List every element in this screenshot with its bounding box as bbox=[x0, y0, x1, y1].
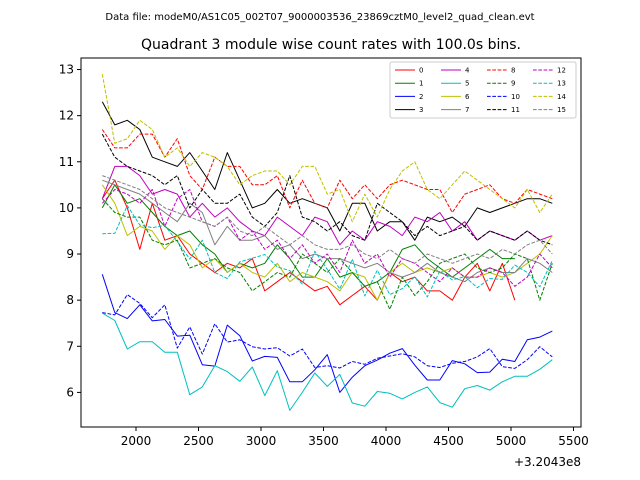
x-offset-label: +3.2043e8 bbox=[514, 455, 581, 469]
y-tick-label: 9 bbox=[66, 247, 74, 261]
x-tick-label: 4500 bbox=[433, 434, 464, 448]
series-line-2 bbox=[101, 274, 553, 393]
y-tick-label: 6 bbox=[66, 385, 74, 399]
legend-label: 14 bbox=[557, 93, 566, 101]
x-tick-label: 4000 bbox=[371, 434, 402, 448]
y-tick-label: 12 bbox=[59, 109, 74, 123]
legend-label: 3 bbox=[419, 106, 423, 114]
series-line-12 bbox=[101, 189, 553, 287]
axes-frame bbox=[80, 57, 582, 428]
legend-label: 8 bbox=[511, 67, 515, 75]
y-ticks: 6 7 8 9 10 11 12 13 bbox=[59, 63, 81, 399]
legend-label: 15 bbox=[557, 106, 566, 114]
series-line-11 bbox=[101, 133, 553, 246]
legend-label: 1 bbox=[419, 80, 423, 88]
series-line-5 bbox=[102, 312, 553, 411]
suptitle: Data file: modeM0/AS1C05_002T07_90000035… bbox=[105, 12, 534, 23]
series-line-10 bbox=[102, 294, 553, 369]
series-line-7 bbox=[102, 179, 553, 283]
series-layer bbox=[101, 74, 553, 411]
legend-label: 10 bbox=[511, 93, 520, 101]
legend-label: 13 bbox=[557, 80, 566, 88]
legend-label: 12 bbox=[557, 67, 566, 75]
y-tick-label: 13 bbox=[59, 63, 74, 77]
legend-label: 11 bbox=[511, 106, 520, 114]
x-ticks: 2000 2500 3000 3500 4000 4500 5000 5500 bbox=[121, 427, 589, 448]
legend-label: 0 bbox=[419, 67, 423, 75]
legend-label: 6 bbox=[465, 93, 470, 101]
y-tick-label: 7 bbox=[66, 339, 74, 353]
legend-label: 9 bbox=[511, 80, 515, 88]
series-line-0 bbox=[101, 179, 516, 306]
series-line-3 bbox=[101, 101, 553, 241]
series-line-1 bbox=[101, 184, 515, 287]
series-line-13 bbox=[102, 205, 553, 298]
y-tick-label: 8 bbox=[66, 293, 74, 307]
series-line-14 bbox=[101, 74, 553, 223]
x-tick-label: 5000 bbox=[496, 434, 527, 448]
series-line-15 bbox=[102, 175, 553, 264]
y-tick-label: 11 bbox=[59, 155, 74, 169]
series-line-9 bbox=[101, 198, 553, 310]
x-tick-label: 2000 bbox=[121, 434, 152, 448]
series-line-8 bbox=[101, 129, 553, 213]
series-line-4 bbox=[101, 165, 553, 246]
x-tick-label: 2500 bbox=[183, 434, 214, 448]
x-tick-label: 5500 bbox=[558, 434, 589, 448]
legend-box bbox=[389, 61, 577, 119]
legend-label: 5 bbox=[465, 80, 469, 88]
legend-label: 4 bbox=[465, 67, 470, 75]
y-tick-label: 10 bbox=[59, 201, 74, 215]
x-tick-label: 3500 bbox=[308, 434, 339, 448]
x-tick-label: 3000 bbox=[246, 434, 277, 448]
legend-label: 2 bbox=[419, 93, 423, 101]
series-line-6 bbox=[101, 184, 553, 301]
legend-label: 7 bbox=[465, 106, 469, 114]
chart-title: Quadrant 3 module wise count rates with … bbox=[141, 37, 521, 53]
